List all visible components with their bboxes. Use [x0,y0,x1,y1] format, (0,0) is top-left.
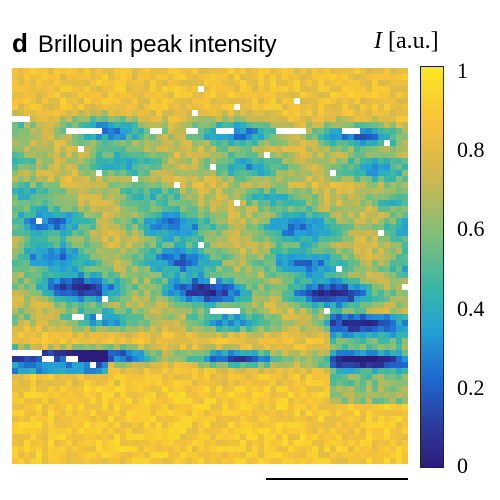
colorbar-unit-label: I [a.u.] [374,28,439,55]
intensity-unit: [a.u.] [388,28,439,54]
panel-letter: d [12,28,28,58]
panel-header: d Brillouin peak intensity [12,28,277,60]
scale-bar [266,478,408,480]
colorbar-tick-0.2: 0.2 [457,375,485,400]
intensity-symbol: I [374,28,382,54]
colorbar-tick-1: 1 [457,58,468,83]
brillouin-intensity-map [12,68,408,464]
colorbar-tick-0.4: 0.4 [457,296,485,321]
colorbar-tick-0.6: 0.6 [457,216,485,241]
colorbar [420,66,444,468]
panel-title: Brillouin peak intensity [37,31,277,58]
colorbar-tick-0.8: 0.8 [457,137,485,162]
colorbar-tick-0: 0 [457,453,468,478]
